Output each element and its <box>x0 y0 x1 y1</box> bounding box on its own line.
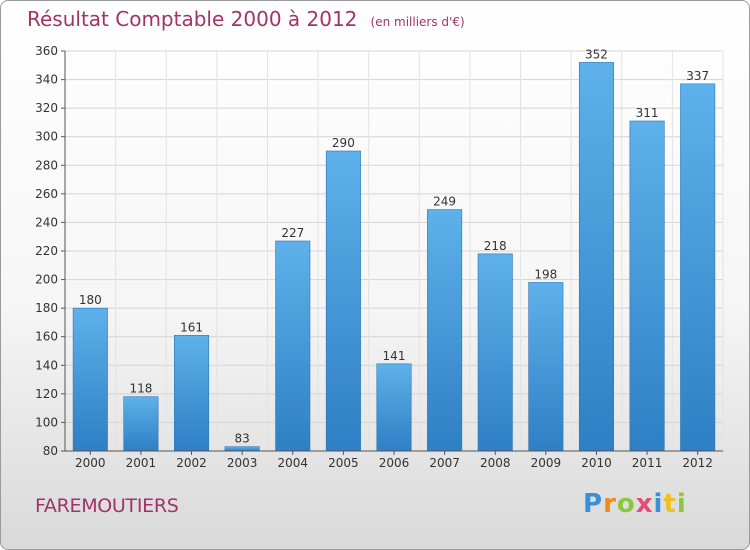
bar-2000 <box>72 307 108 452</box>
proxiti-logo: Proxiti <box>583 489 687 519</box>
data-label-2011: 311 <box>636 106 659 120</box>
data-label-2006: 141 <box>383 349 406 363</box>
x-tick-label-2000: 2000 <box>75 456 106 470</box>
bars: 180 118 161 83 227 290 141 249 218 198 352 311 337 <box>72 47 716 452</box>
y-tick-label: 120 <box>35 387 58 401</box>
x-tick-label-2007: 2007 <box>429 456 460 470</box>
y-tick-label: 200 <box>35 273 58 287</box>
chart-subtitle: (en milliers d'€) <box>370 15 465 29</box>
place-name: FAREMOUTIERS <box>35 495 179 517</box>
bar-2009 <box>528 282 564 452</box>
y-tick-label: 260 <box>35 187 58 201</box>
bar-2005 <box>325 150 361 452</box>
data-label-2001: 118 <box>129 382 152 396</box>
y-tick-label: 80 <box>43 444 58 458</box>
data-label-2004: 227 <box>281 226 304 240</box>
data-label-2008: 218 <box>484 239 507 253</box>
title-row: Résultat Comptable 2000 à 2012 (en milli… <box>27 7 465 31</box>
bar-2007 <box>427 209 463 452</box>
x-tick-label-2012: 2012 <box>682 456 713 470</box>
chart-title: Résultat Comptable 2000 à 2012 <box>27 7 358 31</box>
y-tick-label: 100 <box>35 415 58 429</box>
y-tick-label: 140 <box>35 358 58 372</box>
logo-letter: x <box>635 489 654 519</box>
axes: 80 100 120 140 160 180 200 220 240 260 280 300 320 34… <box>35 44 723 470</box>
bar-2010 <box>578 62 614 452</box>
y-tick-label: 160 <box>35 330 58 344</box>
logo-letter: r <box>603 489 617 519</box>
y-tick-label: 320 <box>35 101 58 115</box>
data-label-2009: 198 <box>534 267 557 281</box>
data-label-2010: 352 <box>585 47 608 61</box>
x-tick-label-2008: 2008 <box>480 456 511 470</box>
logo-letter: i <box>653 489 664 519</box>
bar-2004 <box>275 240 311 452</box>
logo-letter: o <box>616 489 636 519</box>
bar-2002 <box>174 334 210 452</box>
x-tick-label-2009: 2009 <box>531 456 562 470</box>
bar-2003 <box>224 446 260 452</box>
logo-letter: t <box>663 489 677 519</box>
data-label-2000: 180 <box>79 293 102 307</box>
y-tick-label: 280 <box>35 158 58 172</box>
x-tick-label-2010: 2010 <box>581 456 612 470</box>
y-tick-label: 220 <box>35 244 58 258</box>
x-tick-label-2011: 2011 <box>632 456 663 470</box>
x-tick-label-2001: 2001 <box>126 456 157 470</box>
x-tick-label-2005: 2005 <box>328 456 359 470</box>
x-tick-label-2002: 2002 <box>176 456 207 470</box>
logo-letter: i <box>676 489 687 519</box>
y-tick-label: 360 <box>35 44 58 58</box>
x-tick-label-2003: 2003 <box>227 456 258 470</box>
y-tick-label: 180 <box>35 301 58 315</box>
data-label-2003: 83 <box>235 432 250 446</box>
bar-2008 <box>477 253 513 452</box>
y-tick-label: 240 <box>35 215 58 229</box>
y-tick-label: 300 <box>35 130 58 144</box>
data-label-2002: 161 <box>180 320 203 334</box>
logo-letter: P <box>583 489 604 519</box>
bar-2006 <box>376 363 412 452</box>
y-tick-label: 340 <box>35 73 58 87</box>
x-tick-label-2006: 2006 <box>379 456 410 470</box>
data-label-2012: 337 <box>686 69 709 83</box>
data-label-2007: 249 <box>433 195 456 209</box>
bar-2012 <box>680 83 716 452</box>
data-label-2005: 290 <box>332 136 355 150</box>
bar-2001 <box>123 396 159 452</box>
x-tick-label-2004: 2004 <box>277 456 308 470</box>
bar-2011 <box>629 120 665 452</box>
